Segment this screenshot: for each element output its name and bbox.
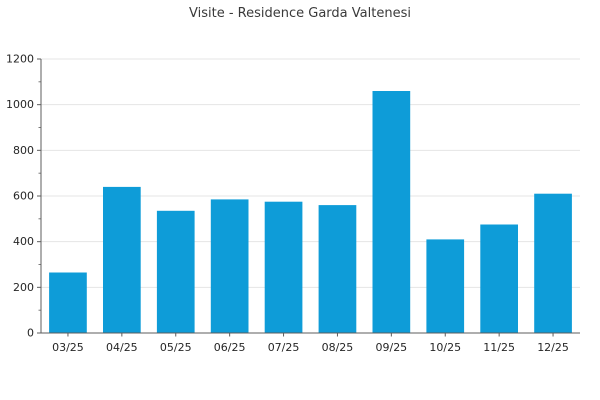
x-tick-label: 11/25 [483,341,515,354]
bar-08/25 [318,205,357,333]
chart-title: Visite - Residence Garda Valtenesi [189,6,411,21]
x-tick-label: 07/25 [268,341,300,354]
x-tick-label: 04/25 [106,341,138,354]
bar-06/25 [210,199,249,333]
bar-12/25 [534,193,572,333]
bar-11/25 [480,224,518,333]
x-tick-label: 09/25 [375,341,407,354]
y-tick-label: 1000 [6,98,34,111]
bar-09/25 [372,91,411,333]
y-tick-label: 0 [27,327,34,340]
bars [49,91,572,333]
axes: 0 200 400 600 800 1000 1200 03/25 04/25 05/25 06/2… [6,53,580,354]
bar-10/25 [426,239,465,333]
bar-07/25 [264,201,303,333]
bar-03/25 [49,272,87,333]
x-tick-label: 05/25 [160,341,192,354]
bar-05/25 [156,210,195,333]
y-tick-label: 800 [13,144,34,157]
x-tick-label: 06/25 [214,341,246,354]
x-tick-label: 10/25 [429,341,461,354]
x-tick-label: 12/25 [537,341,569,354]
y-tick-label: 400 [13,235,34,248]
bar-04/25 [103,186,141,333]
x-tick-label: 08/25 [322,341,354,354]
y-tick-label: 200 [13,281,34,294]
y-tick-label: 600 [13,190,34,203]
y-tick-label: 1200 [6,53,34,66]
x-tick-label: 03/25 [52,341,84,354]
